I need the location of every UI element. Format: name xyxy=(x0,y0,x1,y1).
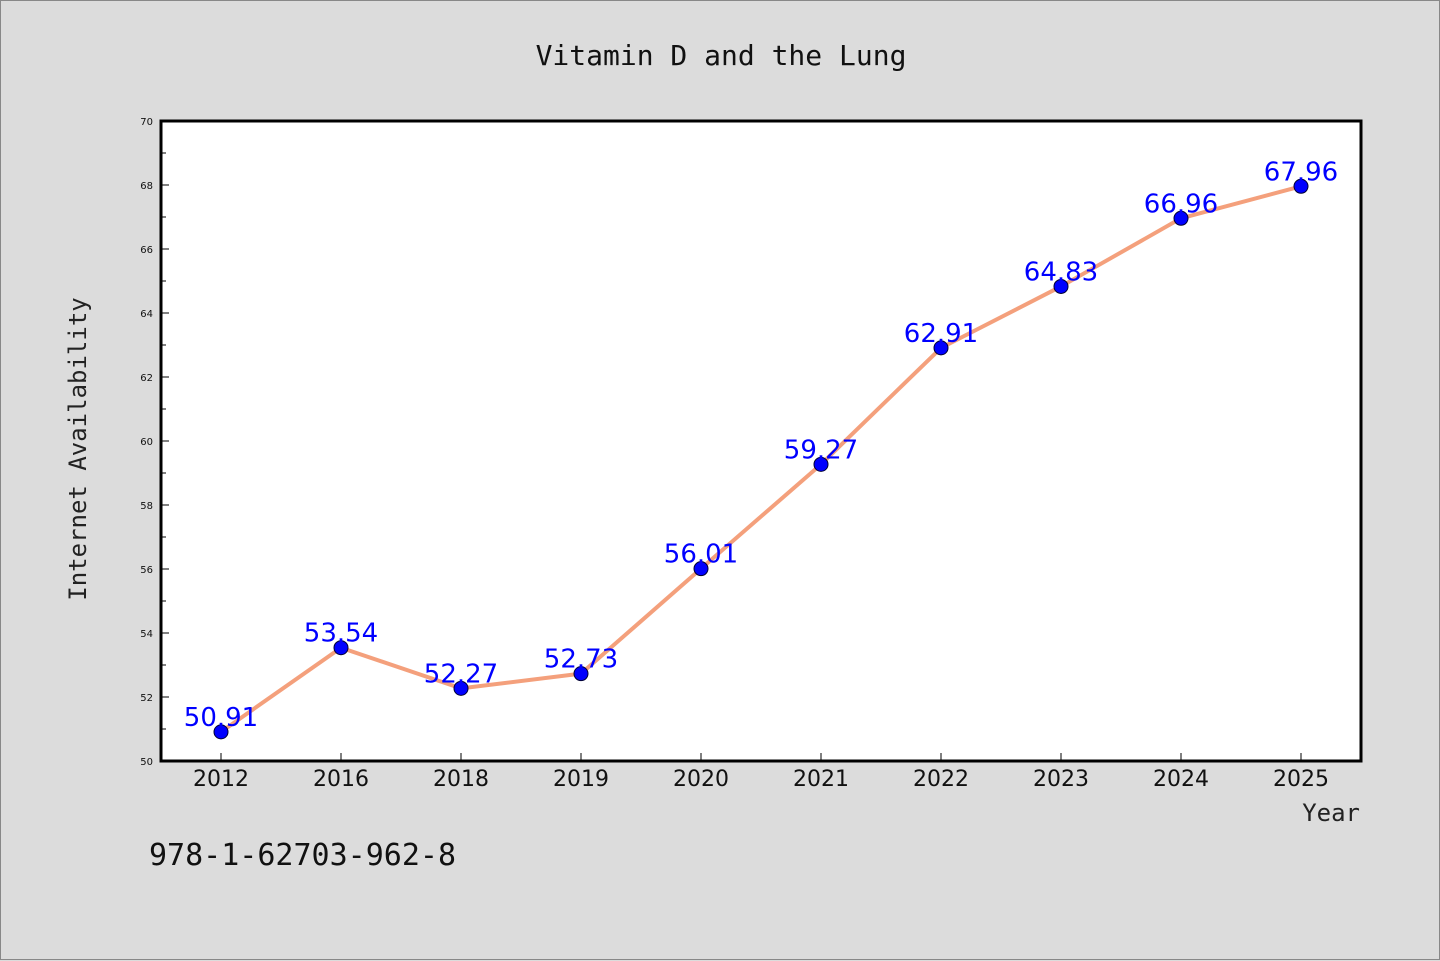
x-tick-label: 2025 xyxy=(1273,767,1329,792)
data-label: 50.91 xyxy=(184,703,258,733)
y-axis-title: Internet Availability xyxy=(64,297,92,600)
x-tick-label: 2019 xyxy=(553,767,609,792)
y-tick-label: 68 xyxy=(140,181,153,192)
y-tick-label: 54 xyxy=(140,629,153,640)
plot-frame xyxy=(159,119,1363,763)
x-tick-label: 2023 xyxy=(1033,767,1089,792)
x-tick-label: 2024 xyxy=(1153,767,1209,792)
data-point xyxy=(1053,278,1069,294)
x-axis-ticks: 2012 2016 2018 2019 2020 2021 2022 2023 2024 2025 xyxy=(193,753,1329,792)
x-tick-label: 2012 xyxy=(193,767,249,792)
y-tick-label: 64 xyxy=(140,309,153,320)
x-tick-label: 2016 xyxy=(313,767,369,792)
data-point xyxy=(1173,210,1189,226)
data-point xyxy=(933,340,949,356)
y-tick-label: 50 xyxy=(140,757,153,768)
data-label-layer: 50.91 53.54 52.27 52.73 56.01 59.27 62.91 64.83… xyxy=(184,157,1338,733)
x-tick-label: 2021 xyxy=(793,767,849,792)
x-tick-label: 2018 xyxy=(433,767,489,792)
data-label: 53.54 xyxy=(304,619,378,649)
data-label: 66.96 xyxy=(1144,189,1218,219)
y-tick-label: 66 xyxy=(140,245,153,256)
y-tick-label: 56 xyxy=(140,565,153,576)
data-label: 67.96 xyxy=(1264,157,1338,187)
data-label: 59.27 xyxy=(784,435,858,465)
data-label: 52.73 xyxy=(544,645,618,675)
x-tick-label: 2022 xyxy=(913,767,969,792)
data-point xyxy=(1293,178,1309,194)
data-point xyxy=(213,724,229,740)
data-label: 52.27 xyxy=(424,659,498,689)
y-tick-label: 70 xyxy=(140,117,153,128)
chart-title: Vitamin D and the Lung xyxy=(536,39,907,72)
x-axis-title: Year xyxy=(1302,799,1360,827)
data-point xyxy=(333,640,349,656)
data-point xyxy=(813,456,829,472)
x-tick-label: 2020 xyxy=(673,767,729,792)
data-label: 62.91 xyxy=(904,319,978,349)
y-tick-label: 62 xyxy=(140,373,153,384)
data-point xyxy=(573,666,589,682)
data-point xyxy=(453,680,469,696)
series-line xyxy=(219,184,1302,734)
data-label: 56.01 xyxy=(664,540,738,570)
y-tick-label: 58 xyxy=(140,501,153,512)
series-layer xyxy=(213,178,1309,740)
data-point xyxy=(693,561,709,577)
y-tick-label: 52 xyxy=(140,693,153,704)
data-label: 64.83 xyxy=(1024,257,1098,287)
y-tick-label: 60 xyxy=(140,437,153,448)
isbn-footer: 978-1-62703-962-8 xyxy=(149,838,456,873)
